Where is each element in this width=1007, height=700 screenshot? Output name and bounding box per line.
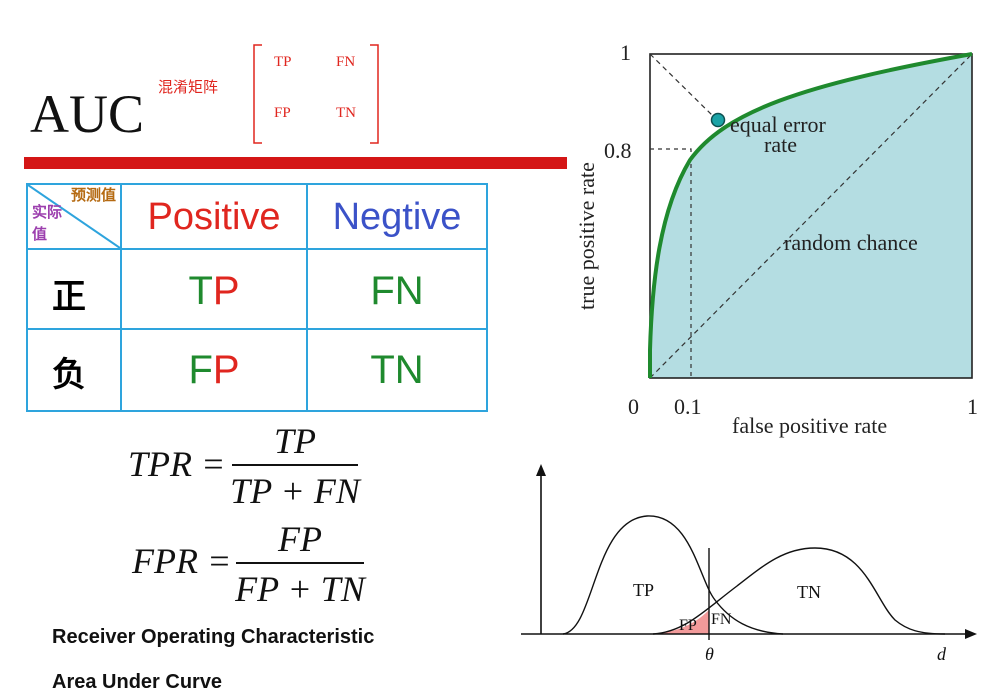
eer-point — [710, 112, 726, 128]
cell-tn: TN — [370, 348, 424, 392]
roc-frame — [649, 53, 973, 379]
negative-distribution — [652, 547, 946, 635]
tp-label: TP — [633, 580, 654, 600]
d-label: d — [937, 644, 947, 664]
header-positive: Positive — [147, 196, 281, 238]
tick-y-1: 1 — [620, 40, 631, 65]
tick-x-1: 1 — [967, 394, 978, 419]
fpr-lhs: FPR = — [132, 541, 232, 581]
x-axis-label: false positive rate — [732, 413, 887, 438]
tick-x-0: 0 — [628, 394, 639, 419]
row-label-negative: 负 — [52, 355, 86, 395]
tn-label: TN — [797, 582, 821, 602]
corner-predicted-label: 预测值 — [70, 186, 116, 204]
eer-diagonal — [649, 53, 718, 121]
mini-tp: TP — [274, 54, 292, 70]
cell-fn: FN — [370, 269, 424, 313]
distribution-chart: TP TN FP FN θ d — [521, 464, 977, 664]
fpr-denominator: FP + TN — [235, 569, 365, 609]
eer-label: equal error — [730, 112, 827, 137]
row-label-positive: 正 — [52, 277, 86, 317]
confusion-table: 预测值 实际值 Positive Negtive 正 负 TP FN FP TN — [26, 183, 488, 412]
y-axis-label: true positive rate — [574, 162, 599, 310]
fp-region — [653, 610, 709, 634]
tpr-denominator: TP + FN — [230, 471, 360, 511]
random-diagonal — [649, 53, 973, 379]
cell-tp: TP — [122, 269, 306, 313]
random-chance-label: random chance — [784, 230, 918, 255]
eer-label-2: rate — [764, 132, 797, 157]
corner-actual-label: 实际值 — [32, 203, 63, 243]
cell-fp-p: P — [212, 348, 240, 392]
mini-tn: TN — [336, 105, 356, 121]
auc-caption: Area Under Curve — [52, 671, 223, 693]
mini-fn: FN — [336, 54, 356, 70]
cell-fp: FP — [122, 348, 306, 392]
header-negative: Negtive — [332, 196, 462, 238]
cell-tp-t: T — [188, 269, 213, 313]
cell-tp-p: P — [212, 269, 240, 313]
tick-y-08: 0.8 — [604, 138, 632, 163]
red-divider — [24, 157, 567, 169]
matrix-brackets — [253, 44, 379, 144]
cell-fp-f: F — [188, 348, 213, 392]
eer-guides — [650, 148, 692, 378]
fpr-numerator: FP — [278, 519, 322, 559]
mini-fp: FP — [274, 105, 291, 121]
fp-label: FP — [679, 617, 697, 634]
corner-diagonal — [28, 185, 120, 248]
tpr-fraction-bar — [232, 464, 358, 466]
confusion-matrix-label: 混淆矩阵 — [158, 80, 219, 96]
roc-caption: Receiver Operating Characteristic — [52, 626, 375, 648]
auc-title: AUC — [30, 84, 145, 144]
fpr-fraction-bar — [236, 562, 364, 564]
tpr-lhs: TPR = — [128, 444, 226, 484]
fn-label: FN — [711, 611, 732, 628]
tick-x-01: 0.1 — [674, 394, 702, 419]
y-axis-arrow — [536, 464, 546, 476]
roc-curve — [648, 52, 973, 378]
mini-confusion-matrix: TP FN FP TN — [252, 44, 380, 144]
x-axis-arrow — [965, 629, 977, 639]
theta-label: θ — [705, 644, 714, 664]
positive-distribution — [562, 515, 784, 635]
tpr-numerator: TP — [273, 421, 316, 461]
roc-chart: 1 0.8 0 0.1 1 equal error rate random ch… — [574, 40, 978, 438]
